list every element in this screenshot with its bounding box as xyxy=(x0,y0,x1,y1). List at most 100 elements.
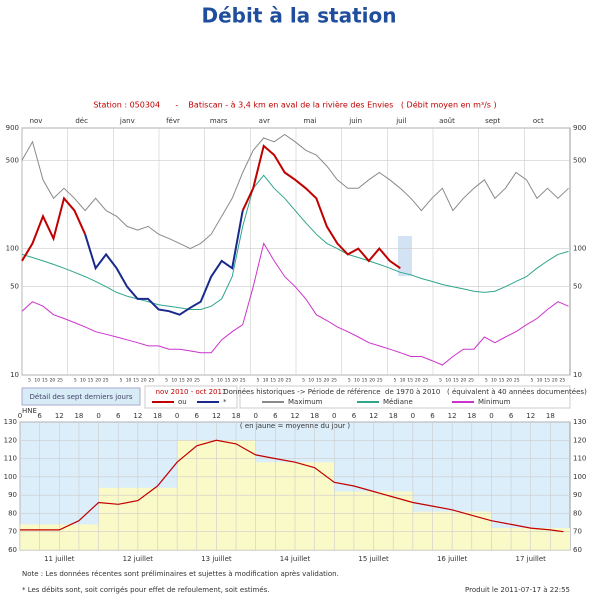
data-line xyxy=(21,196,87,262)
day-tick-label: 15 xyxy=(407,378,413,384)
y-tick-label: 90 xyxy=(8,491,17,499)
x-tick-label: sept xyxy=(485,117,500,125)
day-tick-label: 25 xyxy=(377,378,383,384)
day-tick-label: 25 xyxy=(194,378,200,384)
detail-button[interactable] xyxy=(21,387,141,406)
y-tick-label: 100 xyxy=(4,473,17,481)
day-tick-label: 5 xyxy=(120,378,123,384)
y-tick-label: 900 xyxy=(6,124,19,132)
y-tick-label: 500 xyxy=(6,156,19,164)
legend-label: ou xyxy=(178,398,187,406)
page-title: Débit à la station xyxy=(202,4,397,28)
y-tick-label: 110 xyxy=(4,455,17,463)
x-tick-label: 12 xyxy=(448,412,457,420)
y-tick-label: 80 xyxy=(573,509,582,517)
day-tick-label: 25 xyxy=(560,378,566,384)
x-tick-label: 0 xyxy=(96,412,100,420)
x-tick-label: 12 xyxy=(133,412,142,420)
day-tick-label: 10 xyxy=(491,378,497,384)
day-tick-label: 10 xyxy=(354,378,360,384)
y-tick-label: 10 xyxy=(10,371,19,379)
x-tick-label: 6 xyxy=(352,412,357,420)
day-tick-label: 5 xyxy=(531,378,534,384)
x-tick-label: 0 xyxy=(253,412,257,420)
y-tick-label: 100 xyxy=(6,245,19,253)
x-tick-label: 18 xyxy=(546,412,555,420)
day-tick-label: 25 xyxy=(57,378,63,384)
y-tick-label: 110 xyxy=(573,455,586,463)
day-tick-label: 10 xyxy=(400,378,406,384)
day-tick-label: 5 xyxy=(485,378,488,384)
day-tick-label: 20 xyxy=(461,378,467,384)
day-tick-label: 15 xyxy=(270,378,276,384)
x-tick-label: 11 juillet xyxy=(44,555,75,563)
x-tick-label: 0 xyxy=(332,412,336,420)
day-tick-label: 20 xyxy=(50,378,56,384)
produced-date: Produit le 2011-07-17 à 22:55 xyxy=(465,586,570,594)
day-tick-label: 25 xyxy=(149,378,155,384)
x-tick-label: 15 juillet xyxy=(358,555,389,563)
x-tick-label: oct xyxy=(533,117,544,125)
day-tick-label: 20 xyxy=(324,378,330,384)
day-tick-label: 5 xyxy=(165,378,168,384)
y-tick-label: 70 xyxy=(573,528,582,536)
data-line xyxy=(20,439,564,533)
y-tick-label: 100 xyxy=(573,473,586,481)
x-tick-label: 14 juillet xyxy=(280,555,311,563)
x-tick-label: 18 xyxy=(232,412,241,420)
x-tick-label: 18 xyxy=(467,412,476,420)
x-tick-label: 6 xyxy=(195,412,200,420)
day-tick-label: 15 xyxy=(88,378,94,384)
day-tick-label: 15 xyxy=(544,378,550,384)
day-tick-label: 5 xyxy=(348,378,351,384)
day-tick-label: 15 xyxy=(225,378,231,384)
y-tick-label: 100 xyxy=(573,245,586,253)
legend-label: * xyxy=(223,398,227,406)
x-tick-label: mars xyxy=(210,117,228,125)
x-tick-label: 0 xyxy=(18,412,22,420)
x-tick-label: 16 juillet xyxy=(437,555,468,563)
day-tick-label: 15 xyxy=(316,378,322,384)
x-tick-label: 12 xyxy=(55,412,64,420)
day-tick-label: 10 xyxy=(34,378,40,384)
day-tick-label: 10 xyxy=(308,378,314,384)
day-tick-label: 25 xyxy=(331,378,337,384)
x-tick-label: 18 xyxy=(389,412,398,420)
day-tick-label: 25 xyxy=(514,378,520,384)
y-tick-label: 50 xyxy=(10,283,19,291)
x-tick-label: 6 xyxy=(273,412,278,420)
x-tick-label: nov xyxy=(30,117,43,125)
x-tick-label: 0 xyxy=(489,412,493,420)
day-tick-label: 10 xyxy=(537,378,543,384)
day-tick-label: 15 xyxy=(42,378,48,384)
x-tick-label: 12 xyxy=(291,412,300,420)
legend-label: Médiane xyxy=(383,398,413,406)
detail-link[interactable]: Détail des sept derniers jours xyxy=(30,393,133,401)
x-tick-label: 12 xyxy=(369,412,378,420)
day-tick-label: 5 xyxy=(257,378,260,384)
y-tick-label: 130 xyxy=(573,418,586,426)
x-tick-label: janv xyxy=(119,117,135,125)
day-tick-label: 20 xyxy=(141,378,147,384)
x-tick-label: juil xyxy=(395,117,406,125)
y-tick-label: 70 xyxy=(8,528,17,536)
y-tick-label: 80 xyxy=(8,509,17,517)
data-line xyxy=(21,133,569,250)
x-tick-label: 18 xyxy=(153,412,162,420)
y-tick-label: 10 xyxy=(573,371,582,379)
x-tick-label: 12 xyxy=(212,412,221,420)
x-tick-label: déc xyxy=(75,117,88,125)
legend-label: Maximum xyxy=(288,398,323,406)
day-tick-label: 5 xyxy=(28,378,31,384)
data-line xyxy=(84,210,244,316)
day-tick-label: 25 xyxy=(103,378,109,384)
x-tick-label: 6 xyxy=(37,412,42,420)
day-tick-label: 5 xyxy=(439,378,442,384)
y-tick-label: 500 xyxy=(573,156,586,164)
x-tick-label: 13 juillet xyxy=(201,555,232,563)
y-tick-label: 90 xyxy=(573,491,582,499)
day-tick-label: 25 xyxy=(468,378,474,384)
legend-box xyxy=(239,385,571,409)
y-tick-label: 130 xyxy=(4,418,17,426)
